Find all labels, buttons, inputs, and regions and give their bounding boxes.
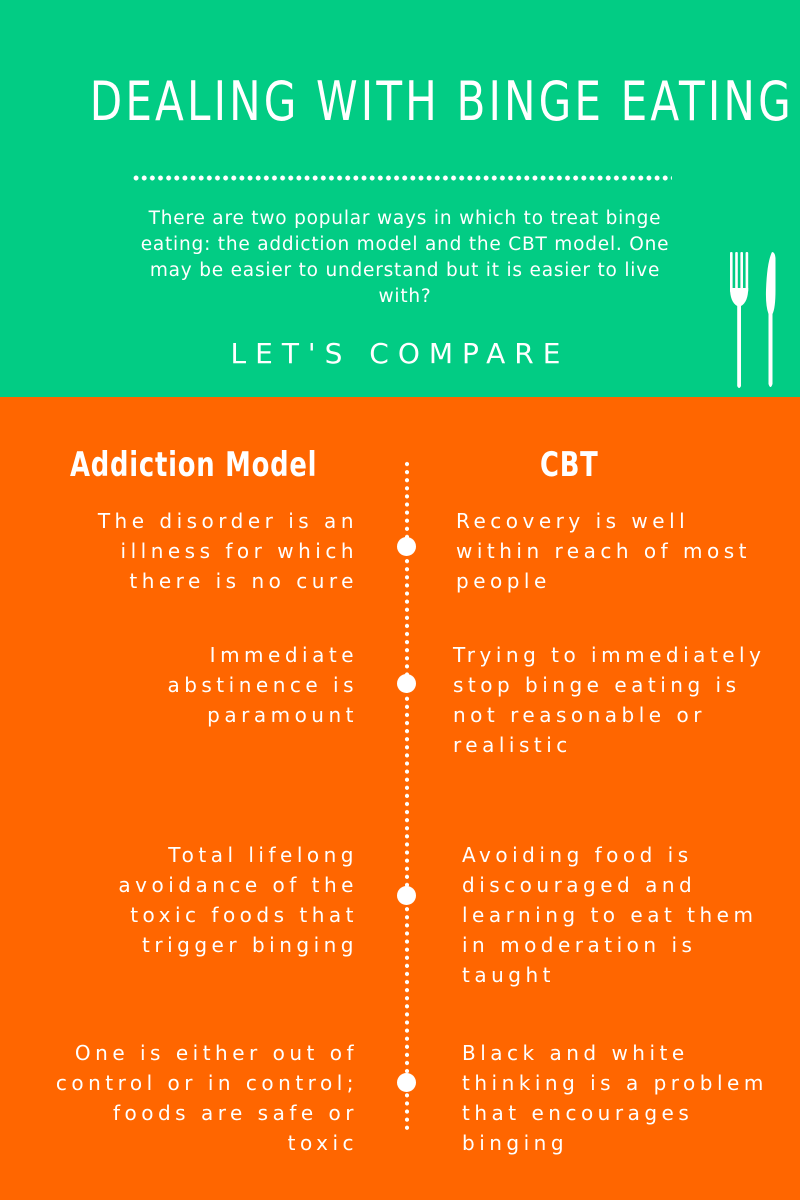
intro-text: There are two popular ways in which to t… (140, 208, 670, 307)
addiction-model-heading: Addiction Model (70, 445, 318, 485)
timeline-node (397, 674, 416, 693)
compare-label: LET'S COMPARE (230, 337, 570, 370)
cbt-heading: CBT (540, 445, 599, 485)
timeline-node (397, 537, 416, 556)
addiction-point: The disorder is an illness for which the… (97, 509, 358, 593)
timeline-dotted-line (405, 460, 409, 1130)
cbt-point: Avoiding food is discouraged and learnin… (462, 843, 758, 987)
addiction-point: Total lifelong avoidance of the toxic fo… (118, 843, 358, 957)
dotted-divider (132, 174, 672, 182)
header-section: DEALING WITH BINGE EATING There are two … (0, 0, 800, 397)
page-title: DEALING WITH BINGE EATING (89, 70, 794, 133)
timeline-node (397, 886, 416, 905)
timeline-node (397, 1073, 416, 1092)
cbt-point: Black and white thinking is a problem th… (462, 1041, 768, 1155)
comparison-section (0, 397, 800, 1200)
addiction-point: One is either out of control or in contr… (55, 1041, 358, 1155)
cbt-point: Trying to immediately stop binge eating … (453, 643, 766, 757)
cbt-point: Recovery is well within reach of most pe… (456, 509, 752, 593)
fork-and-knife-icon (730, 252, 776, 388)
addiction-point: Immediate abstinence is paramount (167, 643, 358, 727)
